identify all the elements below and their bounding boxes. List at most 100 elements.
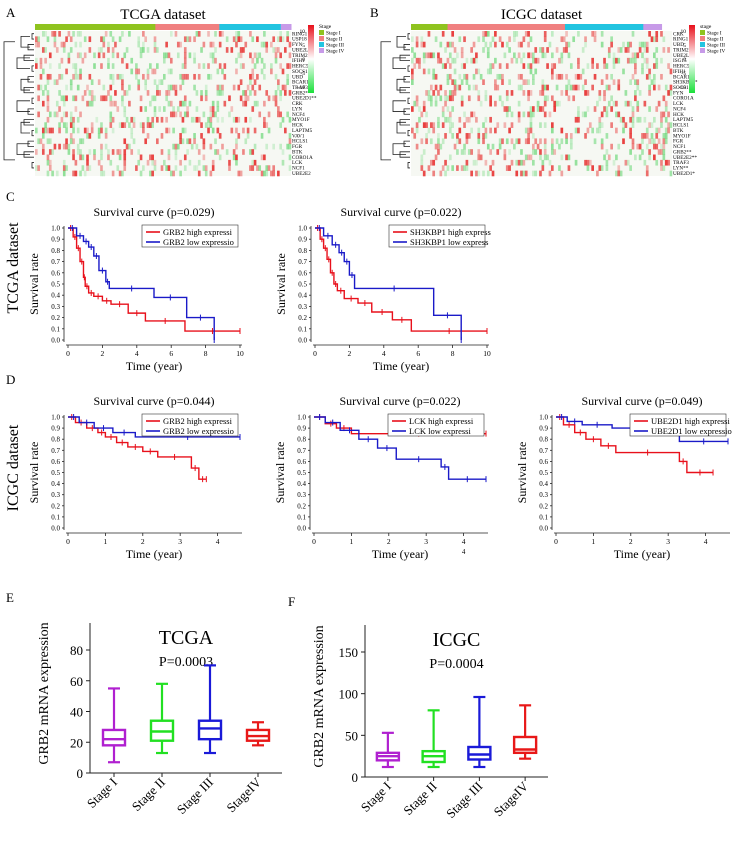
heatmap-cell — [202, 111, 206, 118]
heatmap-cell — [598, 127, 602, 134]
heatmap-cell — [451, 90, 455, 96]
heatmap-cell — [156, 116, 159, 123]
heatmap-cell — [427, 68, 431, 75]
heatmap-cell — [425, 111, 428, 118]
heatmap-cell — [664, 84, 668, 91]
heatmap-cell — [193, 73, 196, 80]
heatmap-cell — [612, 52, 616, 59]
heatmap-cell — [470, 57, 473, 64]
heatmap-cell — [446, 41, 450, 48]
heatmap-cell — [44, 31, 47, 37]
heatmap-cell — [151, 122, 154, 128]
heatmap-cell — [425, 52, 428, 59]
stage-bar-segment — [280, 24, 292, 30]
heatmap-cell — [100, 154, 103, 161]
heatmap-cell — [244, 90, 248, 96]
heatmap-cell — [202, 41, 206, 48]
x-tick-label: 0 — [554, 537, 558, 546]
heatmap-cell — [653, 143, 656, 150]
heatmap-cell — [550, 122, 554, 128]
heatmap-cell — [193, 52, 196, 59]
heatmap-cell — [622, 68, 625, 75]
heatmap-cell — [256, 52, 259, 59]
heatmap-cell — [193, 165, 196, 171]
heatmap-cell — [624, 100, 628, 107]
heatmap-cell — [460, 149, 464, 155]
heatmap-cells — [35, 31, 292, 177]
heatmap-cell — [427, 165, 431, 171]
heatmap-cell — [41, 68, 45, 75]
heatmap-cell — [67, 143, 71, 150]
box-iqr — [467, 745, 492, 761]
heatmap-cell — [553, 63, 557, 69]
heatmap-cell — [151, 170, 154, 177]
heatmap-cell — [121, 73, 124, 80]
heatmap-cell — [598, 116, 602, 123]
heatmap-cell — [522, 63, 526, 69]
heatmap-cell — [195, 143, 199, 150]
heatmap-cell — [550, 63, 554, 69]
gene-label: SH3KBP1* — [673, 80, 698, 86]
heatmap-cell — [235, 36, 238, 43]
heatmap-cell — [486, 47, 490, 53]
heatmap-cell — [648, 106, 651, 112]
heatmap-cell — [588, 159, 592, 166]
heatmap-cell — [456, 52, 459, 59]
heatmap-cell — [615, 111, 618, 118]
heatmap-cell — [510, 159, 514, 166]
heatmap-cell — [558, 73, 561, 80]
gene-label: RING1 — [292, 31, 308, 37]
heatmap-cell — [237, 36, 241, 43]
heatmap-cell — [104, 127, 108, 134]
y-axis-label: Survival rate — [27, 442, 41, 504]
heatmap-cell — [539, 170, 542, 177]
heatmap-cell — [186, 149, 189, 155]
heatmap-cell — [60, 41, 64, 48]
heatmap-cell — [553, 100, 557, 107]
heatmap-cell — [153, 106, 157, 112]
heatmap-cell — [74, 95, 78, 102]
heatmap-cell — [596, 170, 599, 177]
heatmap-cell — [577, 73, 580, 80]
heatmap-cell — [74, 106, 78, 112]
heatmap-cell — [444, 90, 447, 96]
heatmap-cell — [451, 165, 455, 171]
legend-label: GRB2 high expressi — [163, 227, 233, 237]
heatmap-cell — [441, 111, 445, 118]
x-tick-label: Stage III — [443, 779, 486, 822]
dendrogram-branch — [396, 78, 406, 91]
heatmap-cell — [174, 143, 178, 150]
heatmap-cell — [288, 133, 292, 139]
heatmap-cell — [501, 41, 504, 48]
heatmap-cell — [505, 41, 509, 48]
heatmap-cell — [153, 159, 157, 166]
heatmap-cell — [186, 111, 189, 118]
heatmap-cell — [505, 111, 509, 118]
heatmap-cell — [111, 149, 115, 155]
heatmap-cell — [256, 100, 259, 107]
heatmap-cell — [584, 90, 587, 96]
heatmap-cell — [484, 41, 488, 48]
heatmap-cell — [451, 95, 455, 102]
heatmap-cell — [486, 68, 490, 75]
heatmap-cell — [79, 149, 82, 155]
heatmap-cell — [475, 116, 478, 123]
heatmap-cell — [221, 68, 224, 75]
legend-label: SH3KBP1 low express — [410, 237, 488, 247]
heatmap-cell — [605, 111, 609, 118]
gene-label: TRAF3 — [673, 160, 689, 166]
heatmap-cell — [69, 47, 73, 53]
heatmap-cell — [574, 127, 578, 134]
y-tick-label: 1.0 — [51, 414, 60, 422]
heatmap-cell — [211, 41, 215, 48]
color-scale-bar — [689, 25, 695, 93]
heatmap-cell — [444, 133, 447, 139]
heatmap-cell — [69, 133, 73, 139]
y-tick-label: 0.0 — [539, 525, 548, 533]
heatmap-cell — [593, 106, 597, 112]
x-tick-label: 8 — [451, 349, 455, 358]
heatmap-cell — [277, 47, 280, 53]
dendrogram-branch — [407, 65, 410, 72]
heatmap-cell — [286, 143, 289, 150]
